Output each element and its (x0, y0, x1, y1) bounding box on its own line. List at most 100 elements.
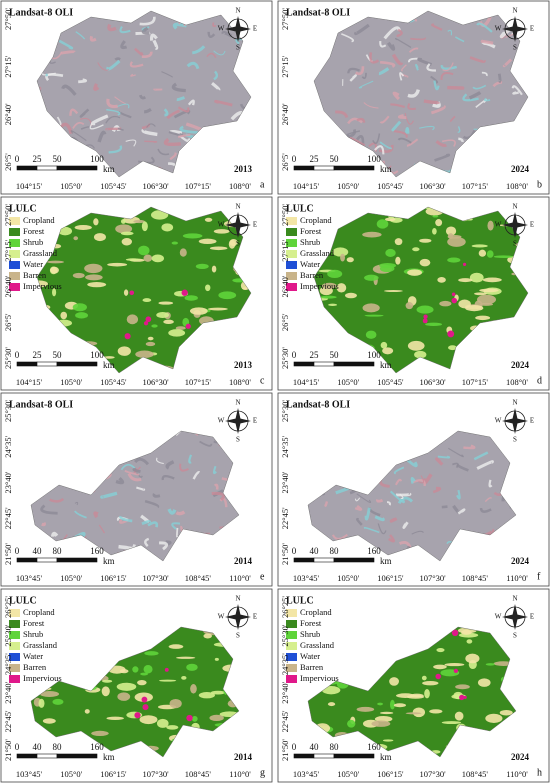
land-patch (107, 262, 128, 267)
map-texture (395, 492, 412, 497)
legend-swatch (286, 609, 297, 617)
map-texture (50, 531, 59, 537)
map-texture (192, 45, 206, 55)
land-patch (60, 311, 68, 320)
legend-swatch (286, 261, 297, 269)
land-patch (117, 346, 131, 356)
legend-swatch (9, 631, 20, 639)
map-texture (141, 128, 158, 137)
map-texture (211, 491, 225, 501)
land-patch (85, 274, 103, 281)
compass-e: E (530, 221, 534, 229)
land-patch (332, 247, 349, 257)
x-tick-label: 108°45' (462, 769, 489, 779)
land-patch (448, 345, 457, 351)
legend-label: Shrub (23, 629, 43, 639)
scale-segment (313, 361, 335, 367)
map-texture (144, 500, 160, 509)
map-texture (393, 466, 405, 475)
land-patch (189, 307, 208, 315)
map-texture (60, 50, 76, 55)
y-tick-label: 22°45' (280, 710, 290, 732)
legend-swatch (9, 228, 20, 236)
panel-year: 2024 (511, 556, 530, 566)
land-patch (203, 633, 212, 639)
scale-segment (313, 165, 335, 171)
map-texture (374, 515, 385, 522)
map-texture (97, 62, 110, 71)
urban-patch (451, 292, 456, 297)
x-tick-label: 104°15' (293, 181, 320, 191)
x-tick-label: 103°45' (293, 769, 320, 779)
map-texture (70, 130, 87, 142)
land-patch (186, 663, 198, 671)
compass-star (225, 16, 251, 42)
land-patch (416, 305, 434, 314)
compass-star (502, 408, 528, 434)
map-texture (117, 127, 124, 131)
scale-unit: km (380, 164, 392, 174)
land-patch (211, 265, 217, 273)
legend-label: Grassland (23, 640, 58, 650)
map-texture (41, 522, 46, 527)
land-patch (161, 223, 174, 232)
map-texture (179, 125, 198, 134)
compass-s: S (513, 632, 517, 640)
map-texture (212, 22, 217, 28)
land-patch (436, 648, 445, 653)
x-tick-label: 106°30' (420, 377, 447, 387)
land-patch (182, 233, 203, 239)
y-tick-label: 21°50' (3, 543, 13, 565)
land-patch (93, 233, 106, 242)
legend-swatch (9, 217, 20, 225)
legend-label: Impervious (300, 281, 339, 291)
map-texture (177, 106, 190, 113)
x-tick-label: 107°30' (143, 769, 170, 779)
land-patch (327, 269, 343, 279)
x-tick-label: 105°0' (60, 377, 82, 387)
land-patch (156, 311, 170, 319)
land-patch (469, 272, 484, 283)
map-texture (45, 73, 64, 81)
y-tick-label: 27°50' (3, 8, 13, 30)
scale-segment (16, 361, 38, 367)
map-texture (454, 36, 465, 43)
urban-patch (462, 262, 467, 266)
y-tick-label: 27°15' (280, 55, 290, 77)
x-tick-label: 105°45' (100, 181, 127, 191)
land-patch (435, 219, 443, 227)
map-texture (179, 463, 189, 472)
y-tick-label: 24°35' (280, 435, 290, 457)
map-texture (120, 463, 136, 471)
scale-label: 100 (367, 154, 381, 164)
map-texture (331, 533, 348, 540)
map-texture (192, 471, 201, 480)
compass-w: W (495, 221, 502, 229)
compass-e: E (530, 613, 534, 621)
map-texture (394, 37, 412, 48)
land-patch (485, 663, 495, 666)
scale-label: 40 (33, 546, 43, 556)
map-texture (61, 84, 77, 96)
map-texture (211, 82, 221, 91)
map-texture (440, 72, 454, 80)
land-patch (171, 241, 179, 245)
map-texture (107, 23, 117, 32)
map-texture (476, 460, 494, 470)
y-tick-label: 24°35' (3, 435, 13, 457)
map-panel: Landsat-8 OLI N S W E 103°45' 105°0' 106°15' 107… (0, 392, 273, 587)
map-texture (93, 511, 99, 519)
map-texture (213, 483, 219, 490)
urban-patch (181, 289, 188, 296)
land-patch (125, 258, 140, 261)
map-texture (458, 137, 464, 143)
land-patch (133, 219, 145, 224)
map-texture (442, 62, 454, 72)
map-texture (457, 508, 466, 515)
compass-n: N (512, 203, 517, 211)
land-patch (486, 250, 494, 258)
land-patch (327, 702, 336, 707)
scale-label: 0 (292, 742, 297, 752)
scale-segment (313, 753, 335, 759)
land-patch (158, 301, 174, 305)
